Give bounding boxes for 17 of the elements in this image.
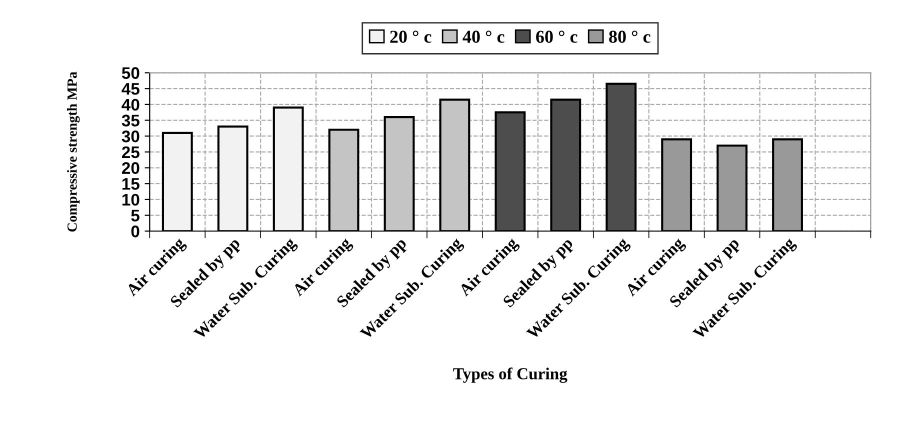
y-tick-label: 35 xyxy=(122,114,140,126)
y-tick-label: 25 xyxy=(122,146,140,158)
y-tick-label: 20 xyxy=(122,162,140,174)
y-tick-label: 10 xyxy=(122,194,140,206)
y-tick-label: 40 xyxy=(122,98,140,111)
y-tick-label: 45 xyxy=(122,83,140,95)
y-tick-label: 5 xyxy=(131,210,140,222)
legend-label: 20 ° c xyxy=(390,30,432,43)
legend-label: 60 ° c xyxy=(536,30,578,43)
y-tick-label: 0 xyxy=(131,226,140,238)
y-tick-label: 30 xyxy=(122,130,140,142)
x-axis-title: Types of Curing xyxy=(453,367,568,383)
y-tick-label: 15 xyxy=(122,178,140,190)
y-tick-label: 50 xyxy=(122,67,140,79)
legend-label: 80 ° c xyxy=(609,30,650,43)
y-axis-title: Compressive strength MPa xyxy=(67,72,80,232)
legend-label: 40 ° c xyxy=(462,30,504,43)
